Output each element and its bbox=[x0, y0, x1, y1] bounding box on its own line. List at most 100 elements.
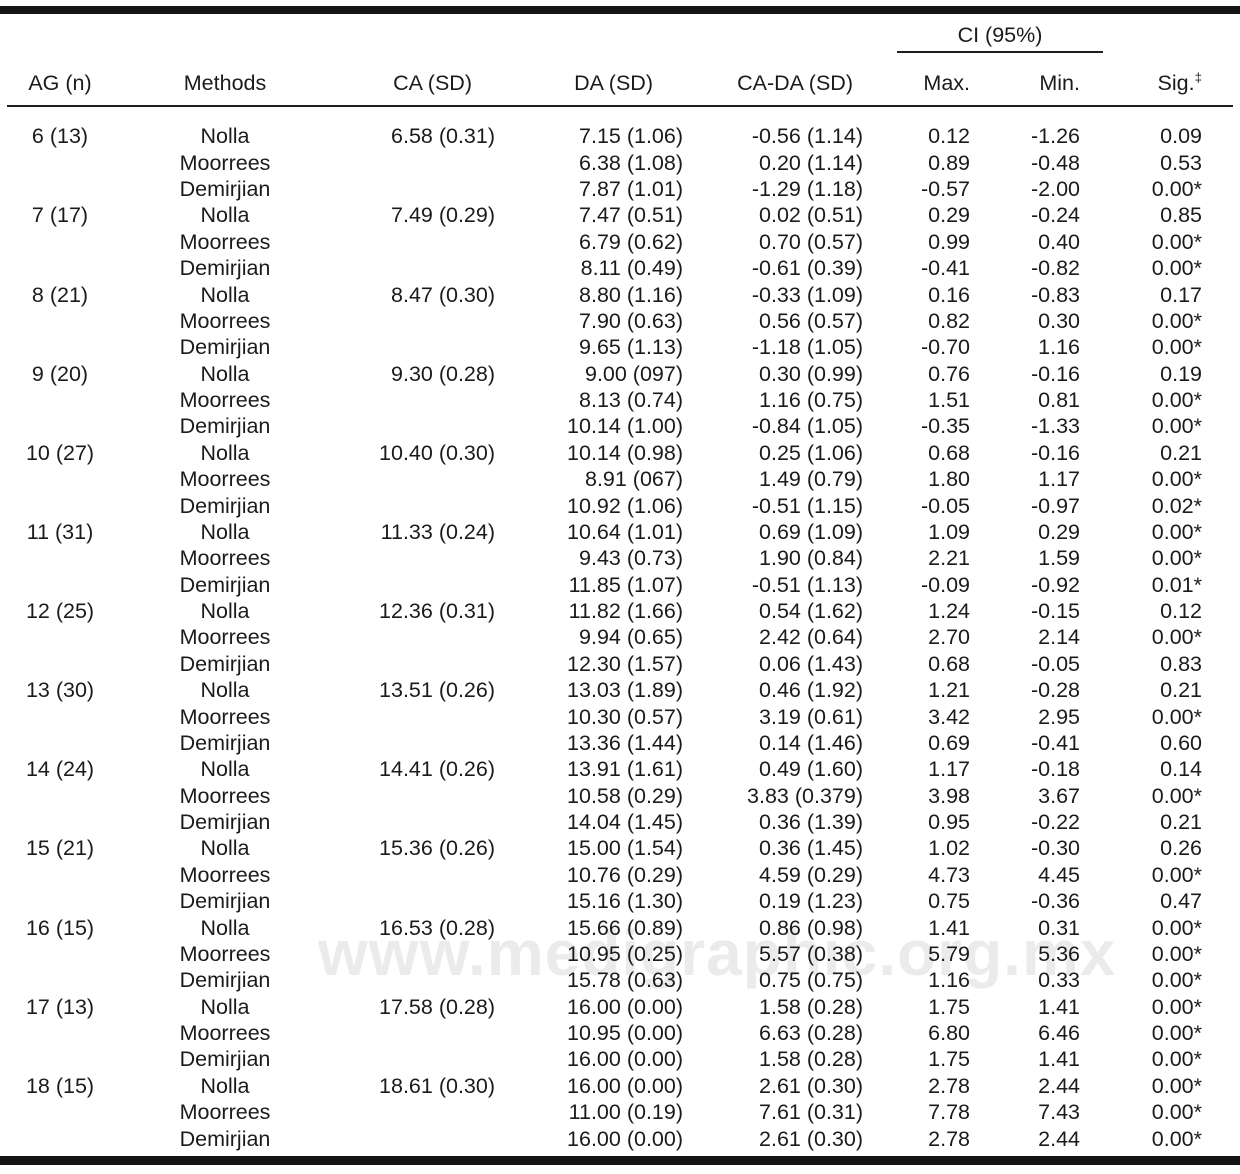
cell-ag: 17 (13) bbox=[25, 994, 95, 1019]
table-row: Demirjian 10.92 (1.06) -0.51 (1.15) -0.05 -0… bbox=[0, 493, 1240, 519]
cell-da: 7.90 (0.63) bbox=[579, 308, 683, 333]
cell-sig: 0.19 bbox=[1160, 361, 1202, 386]
cell-sig: 0.00* bbox=[1151, 546, 1202, 571]
cell-ag bbox=[0, 414, 120, 440]
cell-sig: 0.14 bbox=[1160, 757, 1202, 782]
cell-sig: 0.00* bbox=[1151, 177, 1202, 202]
table-row: Demirjian 9.65 (1.13) -1.18 (1.05) -0.70 1.1… bbox=[0, 335, 1240, 361]
cell-sig: 0.00* bbox=[1151, 783, 1202, 808]
cell-min: -0.28 bbox=[1030, 678, 1080, 703]
cell-ca: 7.49 (0.29) bbox=[391, 203, 495, 228]
cell-ca bbox=[330, 810, 495, 836]
cell-cada: 6.63 (0.28) bbox=[759, 1021, 863, 1046]
table-row: 16 (15) Nolla 16.53 (0.28) 15.66 (0.89) 0.86… bbox=[0, 915, 1240, 941]
cell-min: -0.05 bbox=[1030, 651, 1080, 676]
cell-da: 8.11 (0.49) bbox=[580, 256, 683, 281]
cell-max: 0.89 bbox=[928, 150, 970, 175]
cell-min: 0.30 bbox=[1038, 308, 1080, 333]
cell-max: 0.69 bbox=[928, 730, 970, 755]
cell-max: -0.57 bbox=[920, 177, 970, 202]
cell-da: 16.00 (0.00) bbox=[567, 1126, 683, 1151]
cell-ca bbox=[330, 177, 495, 203]
cell-da: 10.30 (0.57) bbox=[567, 704, 683, 729]
cell-ag bbox=[0, 942, 120, 968]
cell-sig: 0.21 bbox=[1160, 440, 1202, 465]
cell-max: 3.42 bbox=[928, 704, 970, 729]
cell-cada: -1.18 (1.05) bbox=[751, 335, 863, 360]
cell-ca bbox=[330, 572, 495, 598]
cell-da: 8.91 (067) bbox=[584, 467, 683, 492]
cell-max: 2.70 bbox=[928, 625, 970, 650]
cell-max: 2.78 bbox=[928, 1126, 970, 1151]
cell-ag bbox=[0, 1047, 120, 1073]
cell-min: -0.83 bbox=[1030, 282, 1080, 307]
cell-max: 1.21 bbox=[928, 678, 970, 703]
table-bottom-rule bbox=[0, 1156, 1240, 1165]
cell-cada: 0.36 (1.45) bbox=[759, 836, 863, 861]
cell-max: 0.68 bbox=[928, 440, 970, 465]
cell-method: Demirjian bbox=[179, 335, 271, 360]
cell-sig: 0.00* bbox=[1151, 1021, 1202, 1046]
cell-ag: 8 (21) bbox=[31, 282, 89, 307]
cell-ca bbox=[330, 783, 495, 809]
cell-method: Nolla bbox=[200, 599, 250, 624]
cell-cada: 0.36 (1.39) bbox=[759, 810, 863, 835]
table-row: Demirjian 8.11 (0.49) -0.61 (0.39) -0.41 -0.… bbox=[0, 256, 1240, 282]
cell-cada: 2.42 (0.64) bbox=[759, 625, 863, 650]
cell-method: Nolla bbox=[200, 519, 250, 544]
cell-cada: 1.90 (0.84) bbox=[759, 546, 863, 571]
statistics-table: CI (95%) AG (n) Methods CA (SD) DA (SD) … bbox=[0, 14, 1240, 1153]
cell-ca: 6.58 (0.31) bbox=[391, 124, 495, 149]
cell-cada: -0.33 (1.09) bbox=[751, 282, 863, 307]
cell-ca bbox=[330, 942, 495, 968]
table-row: Demirjian 14.04 (1.45) 0.36 (1.39) 0.95 -0.2… bbox=[0, 810, 1240, 836]
cell-da: 9.00 (097) bbox=[584, 361, 683, 386]
cell-ag bbox=[0, 652, 120, 678]
cell-max: 0.75 bbox=[928, 889, 970, 914]
cell-min: 7.43 bbox=[1038, 1100, 1080, 1125]
cell-sig: 0.00* bbox=[1151, 915, 1202, 940]
cell-ag: 16 (15) bbox=[25, 915, 95, 940]
cell-cada: 0.75 (0.75) bbox=[759, 968, 863, 993]
cell-cada: 0.86 (0.98) bbox=[759, 915, 863, 940]
cell-max: 0.29 bbox=[928, 203, 970, 228]
cell-ca bbox=[330, 335, 495, 361]
cell-ag bbox=[0, 150, 120, 176]
table-row: Moorrees 8.13 (0.74) 1.16 (0.75) 1.51 0.81 0.… bbox=[0, 388, 1240, 414]
cell-method: Nolla bbox=[200, 203, 250, 228]
cell-method: Nolla bbox=[200, 124, 250, 149]
cell-method: Demirjian bbox=[179, 1126, 271, 1151]
cell-da: 6.79 (0.62) bbox=[579, 229, 683, 254]
cell-min: -0.97 bbox=[1030, 493, 1080, 518]
cell-ag bbox=[0, 309, 120, 335]
cell-method: Moorrees bbox=[179, 150, 271, 175]
cell-method: Moorrees bbox=[179, 941, 271, 966]
cell-cada: 0.19 (1.23) bbox=[759, 889, 863, 914]
cell-ca: 16.53 (0.28) bbox=[379, 915, 495, 940]
cell-da: 9.65 (1.13) bbox=[579, 335, 683, 360]
cell-da: 11.82 (1.66) bbox=[568, 599, 683, 624]
cell-cada: 0.69 (1.09) bbox=[759, 519, 863, 544]
cell-method: Moorrees bbox=[179, 625, 271, 650]
table-row: 14 (24) Nolla 14.41 (0.26) 13.91 (1.61) 0.49… bbox=[0, 757, 1240, 783]
column-header-sig: Sig.‡ bbox=[1080, 62, 1240, 106]
cell-ca: 15.36 (0.26) bbox=[379, 836, 495, 861]
cell-min: 1.17 bbox=[1038, 467, 1080, 492]
cell-cada: 1.16 (0.75) bbox=[759, 388, 863, 413]
cell-ag: 13 (30) bbox=[25, 678, 95, 703]
header-underline-rule bbox=[7, 105, 1233, 107]
cell-ag: 12 (25) bbox=[25, 599, 95, 624]
cell-ca bbox=[330, 1047, 495, 1073]
cell-sig: 0.00* bbox=[1151, 968, 1202, 993]
cell-min: 3.67 bbox=[1038, 783, 1080, 808]
cell-cada: 0.14 (1.46) bbox=[759, 730, 863, 755]
cell-min: -0.18 bbox=[1030, 757, 1080, 782]
column-header-ca: CA (SD) bbox=[393, 71, 472, 96]
column-header-da: DA (SD) bbox=[574, 71, 653, 96]
sig-label: Sig. bbox=[1157, 71, 1195, 96]
cell-ca: 9.30 (0.28) bbox=[391, 361, 495, 386]
cell-method: Nolla bbox=[200, 678, 250, 703]
cell-ca: 8.47 (0.30) bbox=[391, 282, 495, 307]
table-row: Demirjian 12.30 (1.57) 0.06 (1.43) 0.68 -0.0… bbox=[0, 652, 1240, 678]
cell-ag bbox=[0, 546, 120, 572]
